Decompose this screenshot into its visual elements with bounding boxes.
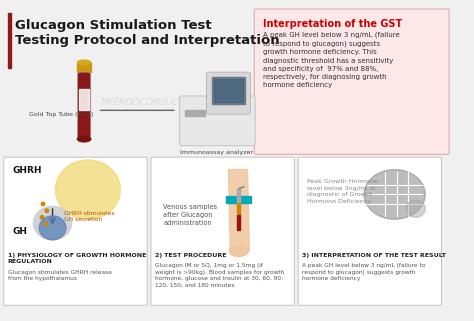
Text: Gold Top Tube (2mL): Gold Top Tube (2mL): [28, 112, 93, 117]
Bar: [79, 89, 90, 110]
Circle shape: [41, 202, 45, 206]
Ellipse shape: [77, 136, 91, 142]
Ellipse shape: [39, 216, 66, 240]
Bar: [185, 110, 204, 116]
Ellipse shape: [229, 245, 248, 256]
Text: GHRH stimulates
GH secretion: GHRH stimulates GH secretion: [64, 211, 115, 222]
Ellipse shape: [406, 200, 425, 217]
FancyBboxPatch shape: [206, 72, 250, 114]
Text: Glucagon Stimulation Test: Glucagon Stimulation Test: [15, 19, 212, 31]
FancyBboxPatch shape: [298, 157, 441, 305]
Bar: [77, 63, 91, 72]
Text: A peak GH level below 3 ng/mL (failure
to respond to glucagon) suggests
growth h: A peak GH level below 3 ng/mL (failure t…: [263, 32, 400, 89]
Ellipse shape: [55, 160, 120, 219]
Text: Peak Growth Hormone
level below 3ng/mL is
diagnostic of Growth
Hormone Deficienc: Peak Growth Hormone level below 3ng/mL i…: [307, 179, 377, 204]
Text: Venous samples
after Glucagon
administration: Venous samples after Glucagon administra…: [164, 204, 218, 226]
Text: GHRH: GHRH: [12, 166, 42, 175]
FancyBboxPatch shape: [4, 157, 147, 305]
Text: Glucagon IM or SQ, 1mg or 1.5mg (if
weight is >90kg). Blood samples for growth
h: Glucagon IM or SQ, 1mg or 1.5mg (if weig…: [155, 263, 284, 287]
Ellipse shape: [364, 169, 425, 219]
FancyBboxPatch shape: [180, 96, 255, 146]
Text: GH: GH: [12, 227, 27, 236]
Text: Testing Protocol and Interpretation: Testing Protocol and Interpretation: [15, 34, 280, 47]
Bar: [227, 196, 251, 203]
Ellipse shape: [34, 206, 72, 240]
Ellipse shape: [77, 60, 91, 65]
Circle shape: [44, 222, 47, 226]
Bar: [212, 77, 245, 104]
Bar: [237, 189, 240, 210]
Text: Interpretation of the GST: Interpretation of the GST: [263, 19, 402, 29]
Polygon shape: [228, 169, 249, 251]
FancyBboxPatch shape: [77, 72, 91, 139]
Text: Glucagon stimulates GHRH release
from the hypothalamus: Glucagon stimulates GHRH release from th…: [8, 270, 112, 281]
Text: Immunoassay analyzer: Immunoassay analyzer: [181, 151, 254, 155]
FancyBboxPatch shape: [254, 9, 449, 154]
Text: MYENDOCONSULT: MYENDOCONSULT: [100, 98, 182, 107]
Text: 2) TEST PROCEDURE: 2) TEST PROCEDURE: [155, 253, 226, 258]
Circle shape: [40, 216, 44, 219]
Circle shape: [45, 209, 48, 213]
Text: 1) PHYSIOLOGY OF GROWTH HORMONE
REGULATION: 1) PHYSIOLOGY OF GROWTH HORMONE REGULATI…: [8, 253, 146, 264]
Bar: [237, 203, 240, 214]
Bar: [8, 13, 11, 68]
FancyBboxPatch shape: [151, 157, 294, 305]
Text: 3) INTERPRETATION OF THE TEST RESULT: 3) INTERPRETATION OF THE TEST RESULT: [302, 253, 446, 258]
Bar: [214, 79, 243, 102]
Bar: [237, 215, 240, 230]
Text: A peak GH level below 3 ng/mL (failure to
respond to glucagon) suggests growth
h: A peak GH level below 3 ng/mL (failure t…: [302, 263, 425, 281]
